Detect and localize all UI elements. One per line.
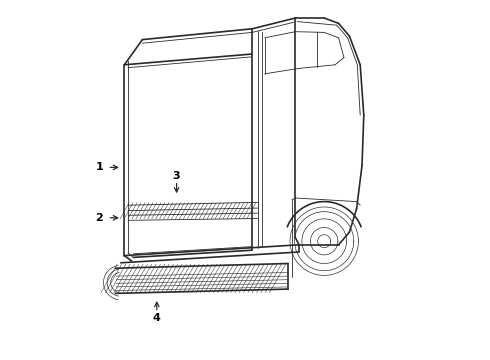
Text: 3: 3	[173, 171, 180, 181]
Text: 4: 4	[153, 312, 161, 323]
Text: 2: 2	[96, 213, 103, 223]
Text: 1: 1	[96, 162, 103, 172]
